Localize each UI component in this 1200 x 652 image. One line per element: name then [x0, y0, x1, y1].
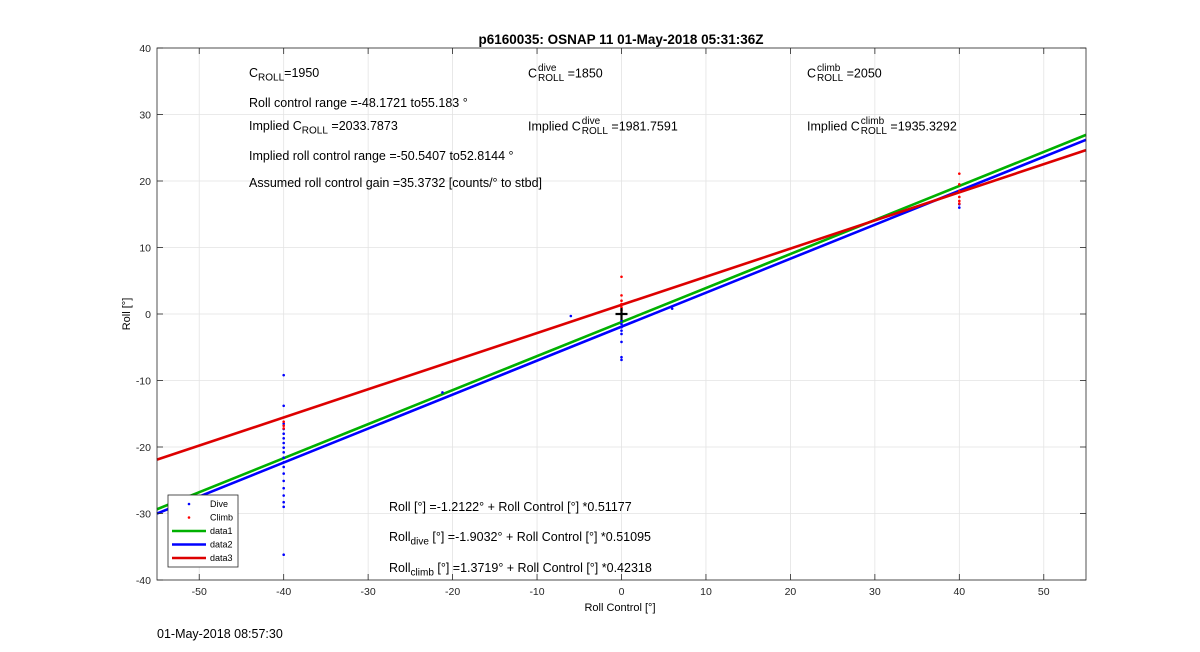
legend: Dive Climb data1 data2 data3	[167, 494, 239, 568]
point-dive	[958, 206, 961, 209]
x-tick-label: 30	[869, 586, 881, 598]
gain-label: Assumed roll control gain =35.3732 [coun…	[249, 176, 543, 190]
x-tick-label: -10	[529, 586, 544, 598]
point-dive	[670, 307, 674, 310]
point-climb	[620, 299, 623, 303]
x-tick-label: -20	[445, 586, 460, 598]
x-tick-label: 0	[619, 586, 625, 598]
point-climb	[620, 294, 623, 297]
fit-line-data1	[156, 133, 1087, 511]
y-tick-label: 0	[145, 309, 151, 321]
point-climb	[958, 195, 961, 199]
x-tick-label: 40	[953, 586, 965, 598]
x-tick-label: 50	[1038, 586, 1050, 598]
point-climb	[282, 420, 285, 424]
x-tick-label: 10	[700, 586, 712, 598]
c-roll-label: CROLL=1950	[249, 66, 320, 84]
point-dive	[282, 505, 285, 509]
implied-c-roll-label: Implied CROLL =2033.7873	[249, 119, 398, 137]
point-dive	[620, 326, 623, 329]
point-dive	[569, 314, 573, 318]
point-dive	[620, 358, 623, 362]
legend-marker-dive	[187, 502, 191, 506]
point-dive	[282, 404, 285, 408]
y-tick-label: -10	[136, 376, 151, 388]
equation-climb: Rollclimb [°] =1.3719° + Roll Control [°…	[389, 561, 652, 579]
equation-all: Roll [°] =-1.2122° + Roll Control [°] *0…	[389, 500, 632, 514]
point-dive	[620, 355, 623, 359]
legend-label: data1	[210, 526, 233, 536]
point-dive	[282, 472, 285, 475]
point-dive	[620, 322, 623, 326]
x-axis-label: Roll Control [°]	[584, 602, 655, 614]
point-dive	[282, 456, 285, 459]
point-dive	[282, 486, 285, 490]
x-tick-label: -40	[276, 586, 291, 598]
point-dive	[282, 460, 285, 464]
point-dive	[620, 332, 623, 336]
legend-label: Climb	[210, 513, 233, 523]
chart-title: p6160035: OSNAP 11 01-May-2018 05:31:36Z	[479, 32, 764, 47]
y-tick-label: 30	[139, 110, 151, 122]
point-dive	[282, 373, 285, 377]
axis-ticks: -50 -40 -30 -20 -10 0 10 20 30 40 50 -40 -30 -20 -10 0 1…	[136, 43, 1086, 598]
point-climb	[958, 189, 961, 193]
y-tick-label: 10	[139, 243, 151, 255]
point-dive	[620, 340, 623, 344]
timestamp-footer: 01-May-2018 08:57:30	[157, 627, 283, 641]
y-axis-label: Roll [°]	[121, 298, 133, 331]
origin-marker	[615, 308, 628, 320]
point-dive	[282, 553, 285, 557]
point-climb	[282, 424, 285, 428]
y-tick-label: 20	[139, 176, 151, 188]
legend-marker-climb	[187, 516, 191, 519]
point-dive	[282, 451, 285, 454]
legend-label: data2	[210, 540, 233, 550]
point-dive	[620, 329, 623, 332]
point-dive	[282, 465, 285, 469]
point-climb	[958, 202, 961, 205]
legend-label: Dive	[210, 499, 228, 509]
point-dive	[282, 479, 285, 483]
y-tick-label: 40	[139, 43, 151, 55]
point-dive	[282, 446, 285, 449]
point-climb	[620, 302, 623, 306]
x-tick-label: -50	[192, 586, 207, 598]
point-dive	[441, 391, 444, 394]
y-tick-label: -40	[136, 575, 151, 587]
point-climb	[958, 172, 961, 175]
legend-label: data3	[210, 553, 233, 563]
x-tick-label: -30	[361, 586, 376, 598]
point-dive	[282, 494, 285, 497]
roll-range-label: Roll control range =-48.1721 to55.183 °	[249, 96, 468, 110]
y-tick-label: -20	[136, 442, 151, 454]
point-dive	[282, 500, 285, 504]
point-dive	[282, 422, 285, 426]
point-dive	[282, 437, 285, 440]
x-tick-label: 20	[785, 586, 797, 598]
equation-dive: Rolldive [°] =-1.9032° + Roll Control [°…	[389, 530, 651, 548]
point-dive	[282, 432, 285, 436]
point-climb	[620, 275, 623, 279]
implied-range-label: Implied roll control range =-50.5407 to5…	[249, 149, 514, 163]
point-dive	[282, 441, 285, 445]
y-tick-label: -30	[136, 509, 151, 521]
point-climb	[958, 183, 961, 186]
point-climb	[282, 427, 285, 430]
point-climb	[958, 199, 961, 203]
